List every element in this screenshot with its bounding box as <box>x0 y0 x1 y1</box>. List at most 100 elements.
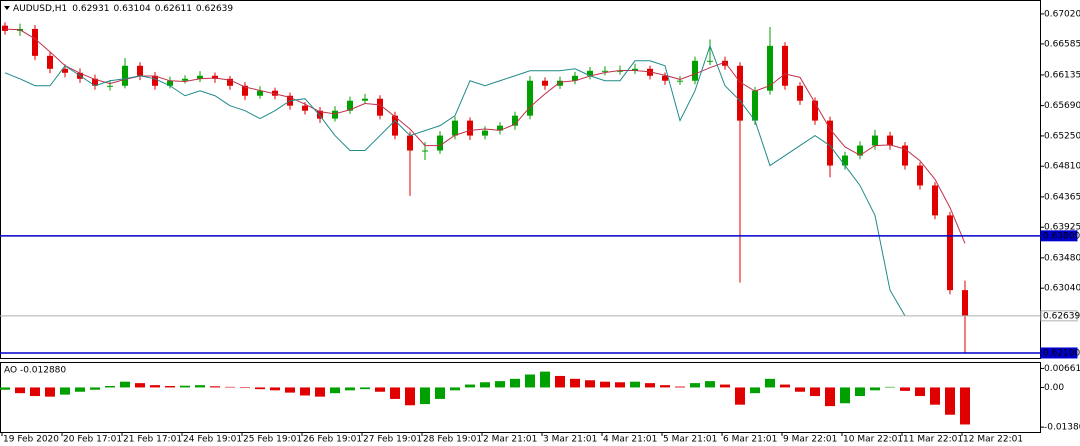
ao-bar <box>450 387 460 391</box>
x-tick-label: 25 Feb 19:01 <box>243 435 302 445</box>
candle-body <box>917 165 923 186</box>
ao-bar <box>495 381 505 388</box>
ao-bar <box>210 386 220 388</box>
ao-bar <box>615 382 625 388</box>
open: 0.62931 <box>72 4 109 14</box>
candle-body <box>422 150 428 152</box>
ao-bar <box>420 387 430 405</box>
level-label-box <box>1040 230 1078 242</box>
ao-bar <box>675 386 685 388</box>
candle-body <box>377 98 383 116</box>
ao-bar <box>90 387 100 390</box>
x-tick-label: 3 Mar 21:01 <box>543 435 597 445</box>
candle-body <box>2 25 8 31</box>
x-tick-label: 5 Mar 21:01 <box>663 435 717 445</box>
ao-bar <box>330 387 340 394</box>
ao-bar <box>300 387 310 396</box>
ao-bar <box>345 387 355 391</box>
ao-bar <box>510 378 520 388</box>
x-tick-label: 27 Feb 19:01 <box>363 435 422 445</box>
chart-header: AUDUSD,H1 0.62931 0.63104 0.62611 0.62639 <box>13 4 233 14</box>
ao-bar <box>840 387 850 404</box>
ao-y-tick-label: 0.006611 <box>1044 364 1080 374</box>
ao-bar <box>750 387 760 394</box>
ao-bar <box>180 385 190 388</box>
candle-body <box>137 65 143 76</box>
ao-bar <box>150 385 160 388</box>
y-tick-label: 0.64810 <box>1044 162 1080 172</box>
menu-triangle[interactable] <box>4 6 10 10</box>
ao-y-tick-label: 0.00 <box>1044 383 1064 393</box>
ao-bar <box>225 386 235 388</box>
ao-bar <box>0 387 10 390</box>
ao-bar <box>465 384 475 388</box>
x-tick-label: 4 Mar 21:01 <box>603 435 657 445</box>
candle-body <box>212 75 218 79</box>
symbol: AUDUSD,H1 <box>13 4 67 14</box>
candle-body <box>92 78 98 86</box>
x-tick-label: 10 Mar 22:01 <box>843 435 903 445</box>
ao-bar <box>270 387 280 391</box>
ao-bar <box>105 386 115 388</box>
candle-body <box>722 60 728 66</box>
ao-bar <box>600 381 610 388</box>
ao-panel-border <box>0 362 1041 433</box>
ao-bar <box>15 387 25 394</box>
level-label: 0.62100 <box>1043 348 1080 358</box>
y-tick-label: 0.63040 <box>1044 284 1080 294</box>
ao-bar <box>945 387 955 415</box>
y-tick-label: 0.63925 <box>1044 223 1080 233</box>
x-tick-label: 21 Feb 17:01 <box>123 435 182 445</box>
candle-body <box>887 135 893 146</box>
ao-bar <box>930 387 940 405</box>
y-tick-label: 0.67020 <box>1044 9 1080 19</box>
candle-body <box>662 75 668 81</box>
candle-body <box>497 125 503 131</box>
candle-body <box>857 145 863 156</box>
candle-body <box>362 98 368 101</box>
candle-body <box>32 28 38 56</box>
indicator-line <box>4 28 966 244</box>
ao-bar <box>135 383 145 388</box>
candle-body <box>437 135 443 151</box>
candle-body <box>407 135 413 151</box>
x-tick-label: 24 Feb 19:01 <box>183 435 242 445</box>
main-panel-border <box>0 0 1041 359</box>
candle-body <box>152 75 158 86</box>
level-label-box <box>1040 310 1078 322</box>
ao-bar <box>735 387 745 405</box>
candle-body <box>182 78 188 81</box>
candle-body <box>272 90 278 96</box>
candle-body <box>512 115 518 126</box>
ao-bar <box>480 382 490 388</box>
level-label-box <box>1040 347 1078 359</box>
candle-body <box>557 80 563 86</box>
candle-body <box>392 115 398 136</box>
ao-bar <box>360 387 370 390</box>
ao-bar <box>885 386 895 388</box>
ao-bar <box>195 385 205 388</box>
y-tick-label: 0.64365 <box>1044 192 1080 202</box>
candle-body <box>962 290 968 316</box>
candle-body <box>767 45 773 91</box>
ao-bar <box>405 387 415 406</box>
candle-body <box>842 155 848 166</box>
ao-bar <box>765 378 775 388</box>
candle-body <box>62 68 68 73</box>
candle-body <box>872 135 878 146</box>
ao-bar <box>375 387 385 392</box>
candle-body <box>197 75 203 79</box>
candle-body <box>452 120 458 136</box>
candle-body <box>827 120 833 166</box>
ao-bar <box>825 387 835 407</box>
candle-body <box>737 65 743 121</box>
candle-body <box>542 80 548 86</box>
ao-bar <box>690 383 700 388</box>
candle-body <box>947 215 953 291</box>
ao-bar <box>780 384 790 388</box>
ao-bar <box>720 384 730 388</box>
y-tick-label: 0.66135 <box>1044 70 1080 80</box>
ao-bar <box>795 387 805 392</box>
ao-bar <box>960 387 970 425</box>
